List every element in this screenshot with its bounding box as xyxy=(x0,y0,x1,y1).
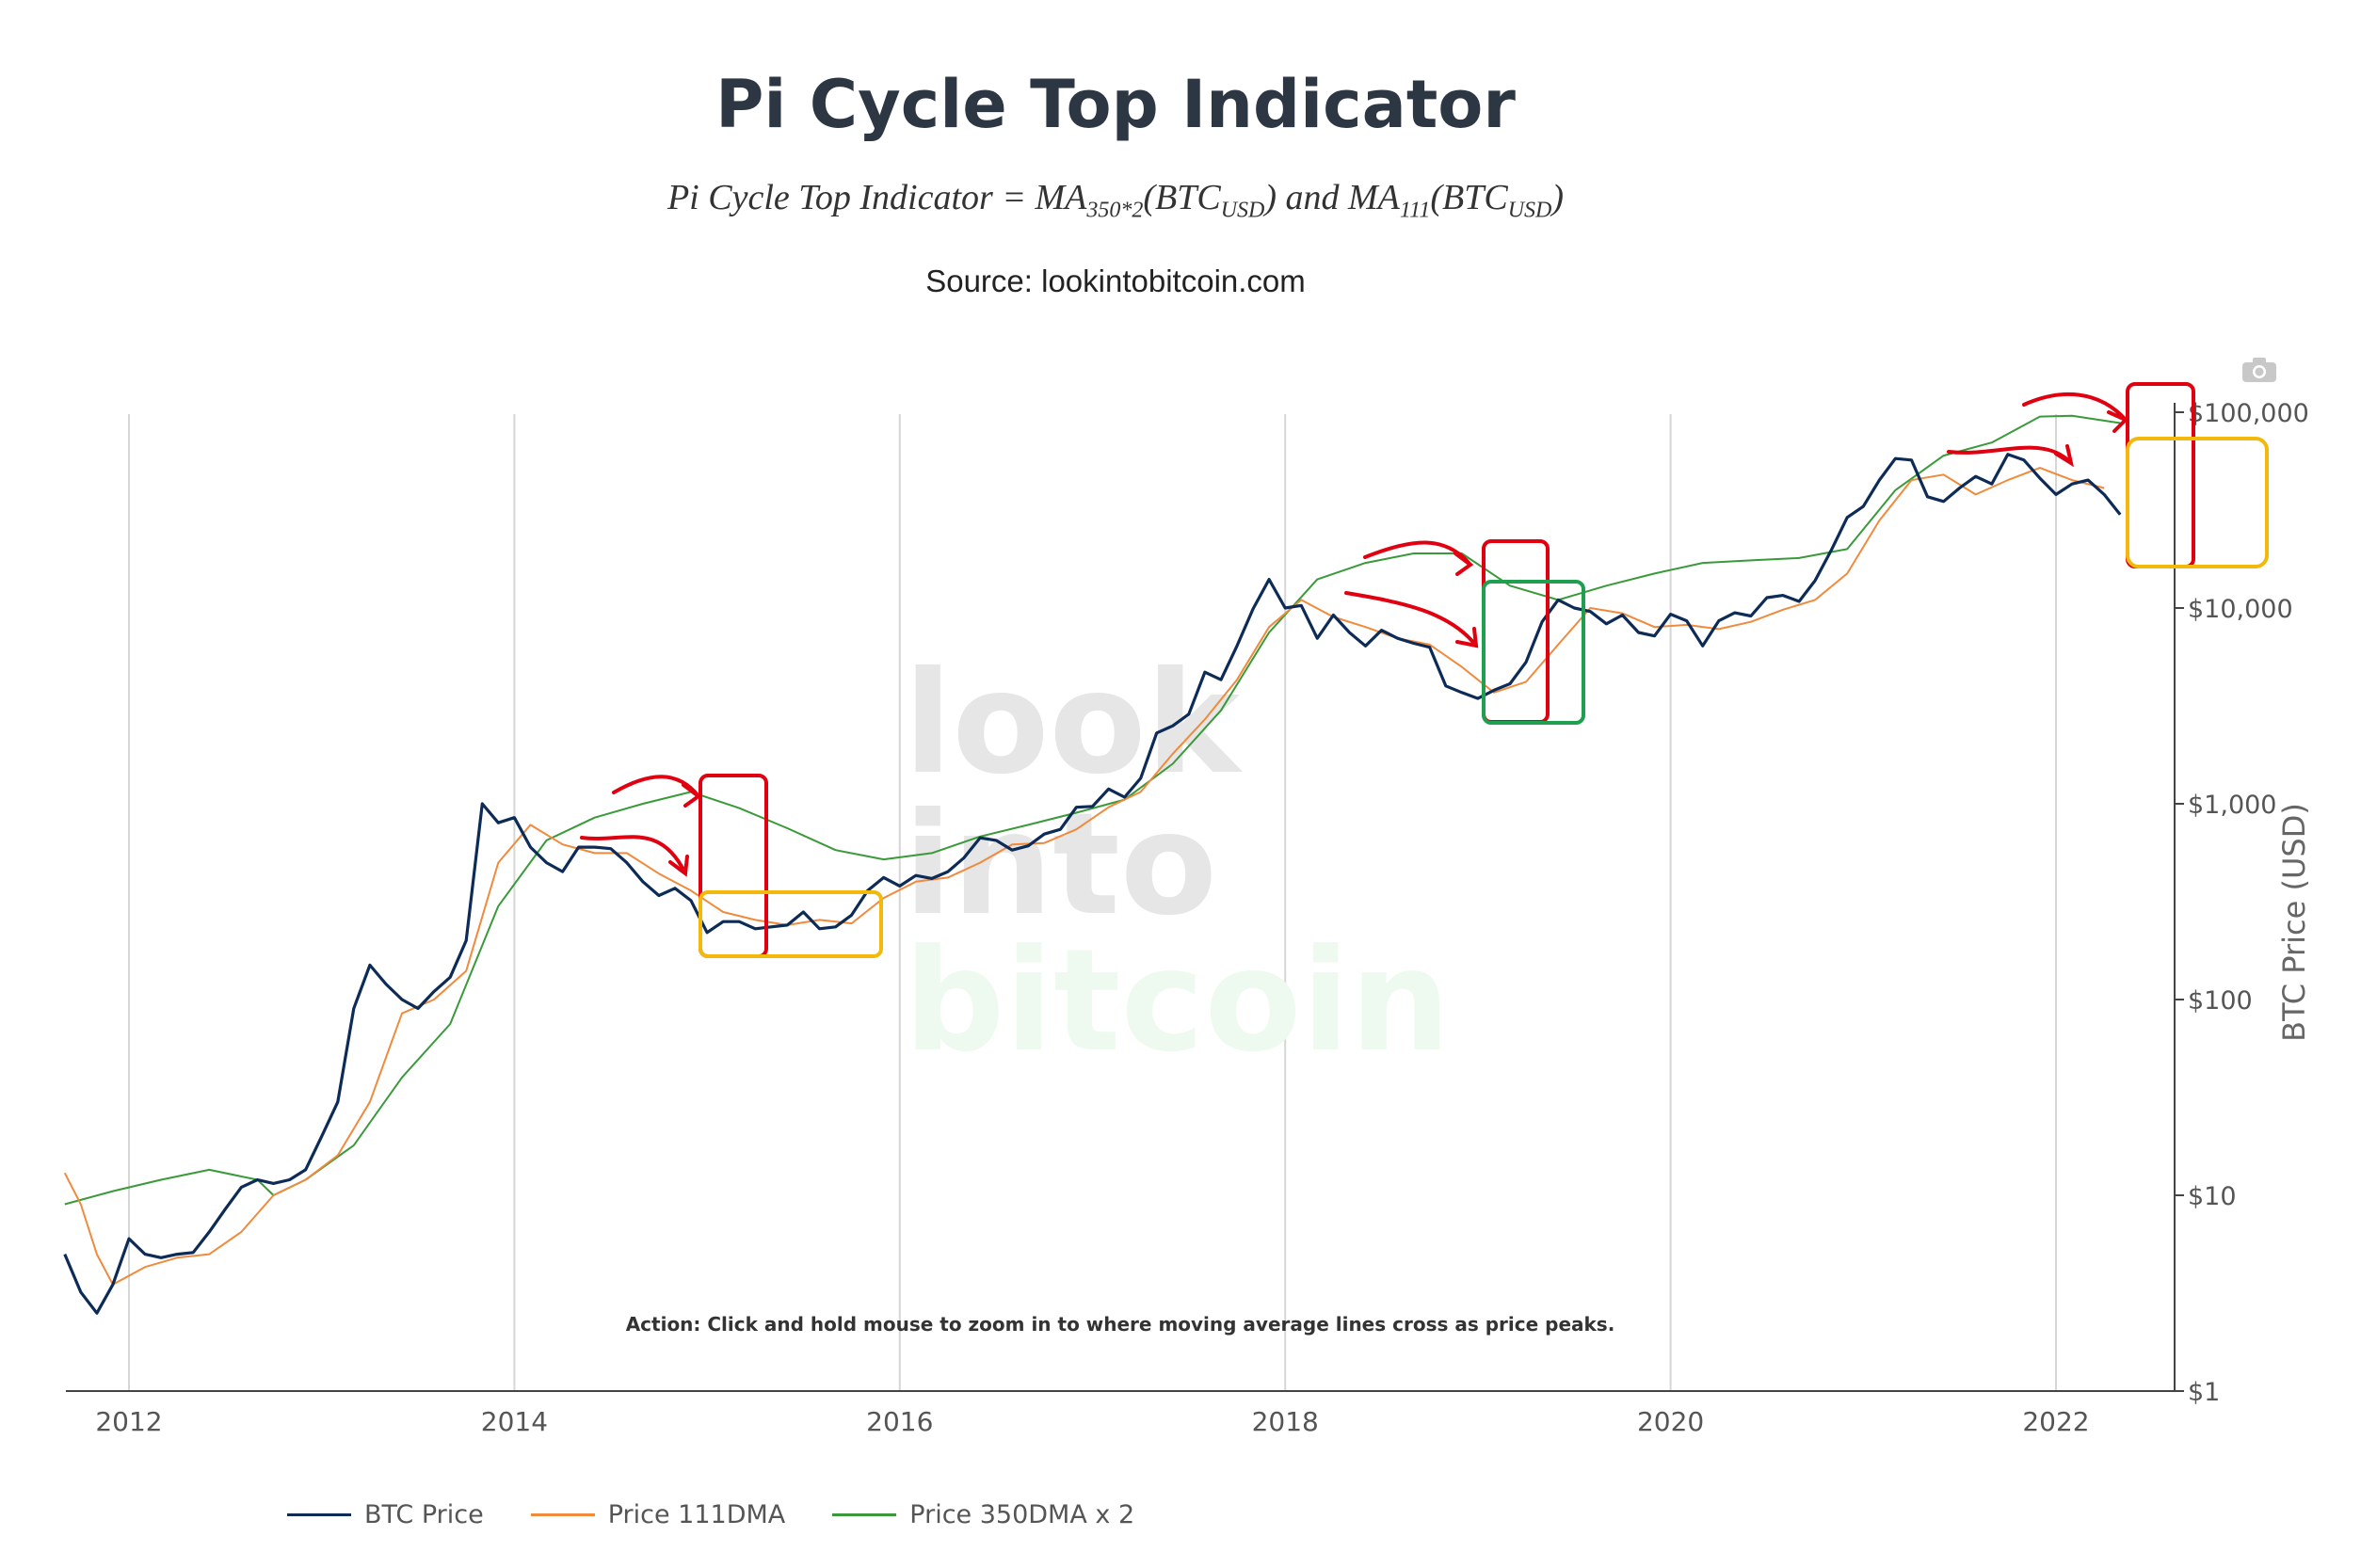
formula-arg1: (BTC xyxy=(1143,178,1221,217)
legend-swatch-350dma xyxy=(832,1513,897,1516)
legend-item-111dma[interactable]: Price 111DMA xyxy=(530,1500,786,1529)
watermark-bitcoin: bitcoin xyxy=(904,920,1451,1083)
annotation-box-green-2019 xyxy=(1482,580,1585,725)
legend-label-350dma: Price 350DMA x 2 xyxy=(909,1500,1135,1529)
formula-and: and xyxy=(1277,178,1349,217)
x-tick-label-2022: 2022 xyxy=(2022,1406,2089,1437)
formula-ma350-sub: 350*2 xyxy=(1086,198,1144,223)
series-lines xyxy=(63,414,2122,1315)
legend-item-btc-price[interactable]: BTC Price xyxy=(287,1500,484,1529)
watermark: look into bitcoin xyxy=(904,642,1451,1083)
legend-label-btc: BTC Price xyxy=(364,1500,484,1529)
series-line-btc-price xyxy=(63,453,2122,1315)
legend: BTC Price Price 111DMA Price 350DMA x 2 xyxy=(287,1500,1134,1529)
formula-close1: ) xyxy=(1264,178,1277,217)
chart-title: Pi Cycle Top Indicator xyxy=(715,66,1516,143)
y-tick-label-4: $10,000 xyxy=(2188,595,2293,624)
y-tick-label-1: $10 xyxy=(2188,1182,2237,1211)
legend-swatch-111dma xyxy=(530,1513,595,1516)
formula-arg1-sub: USD xyxy=(1220,198,1265,223)
formula-close2: ) xyxy=(1551,178,1565,217)
grid-lines xyxy=(128,414,2057,1391)
annotations xyxy=(580,382,2269,958)
watermark-look: look xyxy=(904,642,1244,806)
legend-label-111dma: Price 111DMA xyxy=(607,1500,786,1529)
x-ticks: 2012 2014 2016 2018 2020 2022 xyxy=(95,1406,2089,1437)
formula-lhs: Pi Cycle Top Indicator xyxy=(667,178,993,217)
annotation-arrow-2014-upper xyxy=(612,775,702,808)
formula-arg2-sub: USD xyxy=(1507,198,1552,223)
source-text: Source: lookintobitcoin.com xyxy=(925,264,1306,298)
formula-arg2: (BTC xyxy=(1430,178,1508,217)
annotation-arrow-2021-lower xyxy=(1947,444,2074,468)
x-tick-label-2016: 2016 xyxy=(866,1406,933,1437)
formula-ma350: MA xyxy=(1035,178,1087,217)
legend-swatch-btc xyxy=(287,1513,351,1516)
y-ticks: $1 $10 $100 $1,000 $10,000 $100,000 xyxy=(2175,399,2309,1407)
formula-ma111: MA xyxy=(1348,178,1400,217)
annotation-arrow-2018-lower xyxy=(1344,591,1479,648)
annotation-arrow-2018-upper xyxy=(1363,540,1474,576)
y-axis-label: BTC Price (USD) xyxy=(2276,803,2312,1042)
series-line-price-350dma-x-2 xyxy=(64,414,2121,1206)
x-tick-label-2012: 2012 xyxy=(95,1406,162,1437)
action-note: Action: Click and hold mouse to zoom in … xyxy=(626,1313,1615,1336)
y-tick-label-0: $1 xyxy=(2188,1378,2220,1407)
y-tick-label-5: $100,000 xyxy=(2188,399,2309,428)
x-tick-label-2014: 2014 xyxy=(481,1406,548,1437)
y-tick-label-3: $1,000 xyxy=(2188,791,2276,820)
annotation-arrow-2021-upper xyxy=(2022,392,2129,433)
annotation-arrow-2014-lower xyxy=(580,835,689,877)
x-tick-label-2018: 2018 xyxy=(1252,1406,1319,1437)
formula-ma111-sub: 111 xyxy=(1399,198,1431,223)
legend-item-350dma[interactable]: Price 350DMA x 2 xyxy=(832,1500,1134,1529)
camera-icon[interactable] xyxy=(2241,356,2278,384)
x-tick-label-2020: 2020 xyxy=(1637,1406,1704,1437)
annotation-box-yellow-2015 xyxy=(699,890,883,958)
formula: Pi Cycle Top Indicator = MA350*2(BTCUSD)… xyxy=(667,178,1565,223)
annotation-box-yellow-2022 xyxy=(2126,437,2269,568)
y-tick-label-2: $100 xyxy=(2188,986,2253,1016)
series-line-price-111dma xyxy=(63,467,2105,1286)
